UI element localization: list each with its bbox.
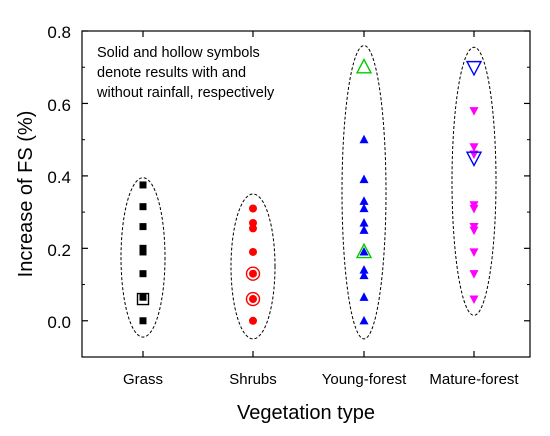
- data-point-solid: [359, 174, 369, 184]
- y-tick-label: 0.6: [47, 96, 71, 115]
- data-point-solid: [359, 225, 369, 234]
- data-point-solid: [139, 181, 147, 189]
- data-point-hollow: [136, 292, 150, 306]
- group-ellipse: [230, 193, 276, 340]
- data-point-solid: [359, 134, 369, 144]
- data-point-hollow: [245, 266, 261, 281]
- data-point-solid: [469, 107, 479, 116]
- group-ellipse: [341, 44, 387, 340]
- x-category-label: Young-forest: [322, 371, 407, 388]
- data-point-solid: [359, 292, 369, 301]
- data-point-solid: [469, 270, 479, 279]
- x-axis-title: Vegetation type: [237, 402, 375, 424]
- data-point-solid: [139, 244, 147, 252]
- data-point-solid: [469, 295, 479, 304]
- data-point-solid: [249, 247, 257, 256]
- data-point-solid: [139, 270, 147, 278]
- y-tick-label: 0.4: [47, 168, 71, 187]
- data-point-hollow: [245, 291, 261, 307]
- data-point-solid: [359, 265, 369, 274]
- axis-ticks: [82, 30, 530, 358]
- data-point-hollow: [355, 242, 373, 259]
- data-point-solid: [359, 196, 369, 205]
- x-category-label: Shrubs: [229, 371, 277, 388]
- y-tick-label: 0.2: [47, 241, 71, 260]
- plot-frame: [81, 30, 531, 358]
- data-point-solid: [139, 203, 147, 211]
- data-points: [136, 58, 483, 325]
- x-category-label: Grass: [123, 371, 163, 388]
- group-ellipses: [120, 44, 497, 340]
- data-point-solid: [249, 269, 257, 278]
- annotation-line-3: without rainfall, respectively: [96, 85, 275, 101]
- x-category-label: Mature-forest: [429, 371, 519, 388]
- data-point-hollow: [355, 58, 373, 74]
- annotation-line-2: denote results with and: [97, 65, 246, 81]
- data-point-solid: [249, 224, 257, 233]
- data-point-solid: [469, 143, 479, 152]
- data-point-solid: [359, 270, 369, 280]
- group-ellipse: [451, 46, 497, 316]
- data-point-solid: [139, 223, 147, 231]
- annotation-line-1: Solid and hollow symbols: [97, 45, 260, 61]
- data-point-solid: [139, 248, 147, 256]
- data-point-solid: [139, 317, 147, 325]
- data-point-solid: [359, 247, 369, 256]
- y-tick-label: 0.8: [47, 23, 71, 42]
- data-point-solid: [139, 293, 147, 301]
- data-point-hollow: [465, 60, 483, 77]
- data-point-solid: [249, 316, 257, 325]
- data-point-solid: [359, 315, 369, 325]
- data-point-solid: [359, 218, 369, 227]
- data-point-solid: [469, 204, 479, 214]
- data-point-hollow: [465, 151, 483, 167]
- data-point-solid: [359, 203, 369, 213]
- group-ellipse: [120, 177, 166, 338]
- data-point-solid: [249, 295, 257, 304]
- y-tick-label: 0.0: [47, 313, 71, 332]
- data-point-solid: [249, 204, 257, 213]
- data-point-solid: [469, 226, 479, 236]
- data-point-solid: [469, 248, 479, 257]
- y-axis-title: Increase of FS (%): [15, 111, 37, 278]
